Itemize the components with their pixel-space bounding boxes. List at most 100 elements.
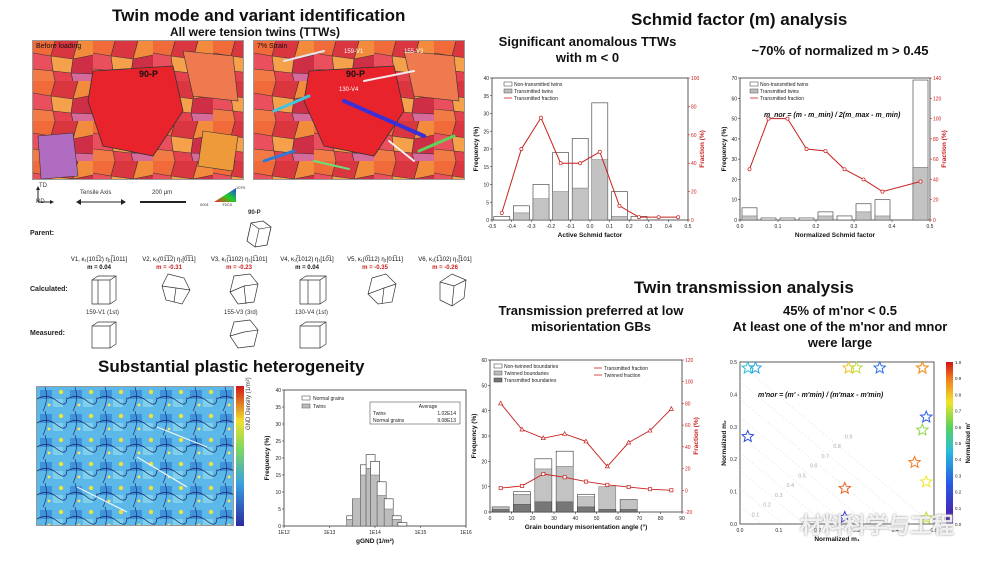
x-tick-label: -0.5: [488, 224, 497, 230]
transmitted-fraction-point: [520, 483, 524, 488]
twinned-fraction-point: [562, 430, 568, 436]
x-tick-label: 0.4: [892, 528, 899, 534]
map-after-label: 7% Strain: [257, 43, 288, 50]
legend-label: Normal grains: [313, 396, 345, 402]
bar-hatched: [534, 501, 553, 513]
variant-label: V1, κ₁(101̅2) η₁[̅1011] m = 0.04: [70, 257, 128, 271]
transmitted-fraction-point: [498, 486, 503, 491]
bar-filled: [598, 486, 617, 513]
contour-label: 0.6: [810, 464, 818, 470]
bar-outline: [397, 522, 408, 527]
contour-line: [739, 381, 911, 525]
average-table-header: Average: [419, 404, 438, 410]
legend-label: Transmitted fraction: [760, 96, 804, 102]
y-axis-label: Frequency (%): [264, 436, 271, 481]
scatter-point-star: [740, 429, 755, 443]
y-tick-label: 15: [483, 165, 489, 171]
measured-variant-label: 130-V4 (1st): [295, 310, 329, 316]
bar-filled: [741, 215, 758, 221]
fraction-point: [519, 147, 524, 151]
y2-axis-label: Fraction (%): [693, 417, 700, 455]
x-axis-label: Normalized Schmid factor: [795, 232, 876, 239]
bar-filled: [912, 167, 929, 221]
measured-cells: [91, 319, 327, 349]
y2-tick-label: 40: [691, 161, 697, 167]
colorbar-tick-label: 1.0: [955, 360, 962, 365]
bar-filled: [532, 198, 550, 221]
y-tick-label: 70: [731, 76, 737, 82]
colorbar-tick-label: 0.0: [955, 522, 962, 527]
x-tick-label: 70: [637, 516, 643, 522]
bar-filled: [552, 191, 569, 221]
colorbar-tick-label: 0.3: [955, 473, 962, 478]
y-axis-label: Frequency (%): [471, 414, 478, 459]
y-tick-label: 0.3: [730, 425, 737, 431]
y2-tick-label: 0: [933, 218, 936, 224]
fraction-point: [676, 215, 681, 220]
x-tick-label: 0.1: [775, 224, 782, 230]
contour-label: 0.1: [752, 512, 760, 518]
average-table-label: Twins: [373, 411, 386, 417]
transmission-formula: m'nor = (m' - m'min) / (m'max - m'min): [758, 392, 884, 399]
mnor-scatter-chart: 0.10.20.30.40.50.60.70.80.90.00.10.20.30…: [721, 360, 972, 543]
x-tick-label: 50: [594, 516, 600, 522]
fraction-point: [637, 215, 641, 220]
variant-label: V6, κ₁(1̅102) η₁[̅101] m = -0.26: [418, 257, 472, 271]
x-axis-label: Active Schmid factor: [558, 232, 623, 239]
variant-cell-icon: [367, 273, 397, 305]
y-tick-label: 35: [275, 405, 281, 411]
ebsd-map-before: Before loading 90-P: [32, 40, 244, 180]
x-tick-label: 0.4: [665, 224, 672, 230]
y-tick-label: 60: [481, 358, 487, 364]
x-tick-label: 0.3: [853, 528, 860, 534]
bar-filled: [571, 187, 589, 221]
y-tick-label: 0: [734, 218, 737, 224]
twin-panel-title: Twin mode and variant identification: [112, 6, 406, 25]
y-tick-label: 0: [486, 218, 489, 224]
legend-label: Transmitted fraction: [604, 366, 648, 372]
y2-tick-label: 80: [685, 401, 691, 407]
fraction-point: [656, 215, 661, 220]
average-table-value: 9.08E13: [437, 418, 456, 424]
legend-swatch: [301, 403, 311, 409]
y-axis-label: Frequency (%): [473, 127, 480, 172]
x-tick-label: 1E13: [324, 530, 336, 536]
variant-cell-icon: [161, 273, 191, 305]
y2-tick-label: 100: [685, 380, 694, 386]
contour-label: 0.3: [775, 493, 783, 499]
fraction-point: [861, 177, 866, 182]
scatter-point-star: [849, 360, 864, 374]
x-tick-label: 60: [615, 516, 621, 522]
x-tick-label: 0.0: [587, 224, 594, 230]
contour-label: 0.2: [763, 503, 771, 509]
measured-cell-icon: [229, 319, 259, 349]
bar-filled: [513, 212, 530, 221]
after-variant-label: 159-V1: [344, 49, 364, 55]
x-tick-label: 0.0: [737, 224, 744, 230]
x-tick-label: 0.5: [927, 224, 934, 230]
legend-swatch: [493, 377, 503, 383]
colorbar-label: Normalized m': [966, 422, 972, 463]
plot-frame: [739, 361, 935, 525]
legend-swatch: [493, 363, 503, 369]
y-axis-label: Frequency (%): [721, 127, 728, 172]
y-tick-label: 0: [278, 524, 281, 530]
y-tick-label: 60: [731, 96, 737, 102]
contour-line: [739, 470, 805, 525]
parent-grain-label: 90-P: [248, 210, 261, 216]
contour-line: [739, 505, 762, 525]
legend-label: Transmitted fraction: [514, 96, 558, 102]
y2-tick-label: 100: [933, 117, 942, 123]
axis-rd-label: RD: [36, 199, 45, 205]
transmitted-fraction-point: [626, 485, 631, 489]
bar-outline: [779, 217, 796, 221]
fraction-point: [597, 149, 602, 154]
y-tick-label: 30: [483, 112, 489, 118]
y2-tick-label: 0: [685, 488, 688, 494]
y2-tick-label: 120: [685, 358, 694, 364]
bar-hatched: [555, 501, 574, 513]
scale-bar-label: 200 μm: [152, 190, 173, 196]
schmid-factor-chart: 0 5 10 15 20 25 30 35 40 0 20 40 60 80 100 -0.5 -0.4 -0.3…: [473, 76, 706, 239]
twinned-fraction-point: [583, 438, 589, 444]
y-axis-label: Normalized m₂: [721, 420, 728, 466]
